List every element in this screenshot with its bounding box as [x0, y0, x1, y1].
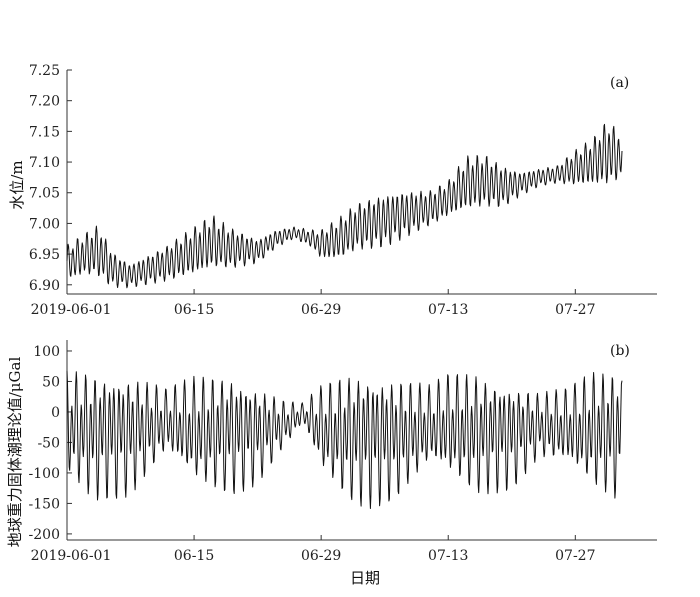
panel-b-y-tick-label: 50 — [42, 374, 60, 390]
panel-b-y-tick-label: -50 — [37, 435, 60, 451]
panel-b-y-tick-label: -150 — [29, 496, 60, 512]
panel-a-y-tick-label: 7.00 — [29, 216, 60, 232]
panel-a-y-tick-label: 7.25 — [29, 63, 60, 79]
panel-b-y-axis-title: 地球重力固体潮理论值/μGal — [6, 357, 24, 548]
panel-a-x-tick-label: 07-13 — [428, 302, 468, 318]
panel-b-y-tick-label: -100 — [29, 466, 60, 482]
panel-b-y-tick-label: 0 — [51, 405, 60, 421]
panel-a-y-tick-label: 7.15 — [29, 124, 60, 140]
panel-a-x-tick-label: 06-15 — [174, 302, 214, 318]
panel-b-gravity-tide-series — [66, 370, 623, 509]
panel-a-y-tick-label: 6.95 — [29, 247, 60, 263]
panel-b-x-tick-label: 06-15 — [174, 548, 214, 564]
x-axis-title: 日期 — [350, 569, 380, 587]
panel-b-x-tick-label: 06-29 — [301, 548, 341, 564]
panel-a-x-tick-label: 06-29 — [301, 302, 341, 318]
panel-b-y-tick-label: -200 — [29, 527, 60, 543]
panel-a-x-tick-label: 07-27 — [555, 302, 595, 318]
panel-b-y-tick-label: 100 — [33, 344, 60, 360]
panel-b-label: (b) — [610, 343, 630, 359]
panel-a-label: (a) — [610, 75, 629, 91]
panel-a-y-tick-label: 7.10 — [29, 155, 60, 171]
panel-b-x-tick-label: 2019-06-01 — [31, 548, 112, 564]
panel-a: 水位/m (a) 6.90 6.95 7.00 7.05 7.10 7.15 7.20 7.2… — [8, 63, 657, 318]
panel-a-x-tick-label: 2019-06-01 — [31, 302, 112, 318]
panel-a-water-level-series — [66, 123, 623, 289]
panel-a-y-tick-label: 7.05 — [29, 186, 60, 202]
panel-b-x-tick-label: 07-27 — [555, 548, 595, 564]
panel-a-y-tick-label: 7.20 — [29, 94, 60, 110]
panel-b-x-tick-label: 07-13 — [428, 548, 468, 564]
panel-a-y-tick-label: 6.90 — [29, 278, 60, 294]
panel-b: 地球重力固体潮理论值/μGal (b) -200 -150 -100 -50 0 50 10… — [6, 340, 657, 587]
panel-a-y-axis-title: 水位/m — [8, 160, 26, 209]
